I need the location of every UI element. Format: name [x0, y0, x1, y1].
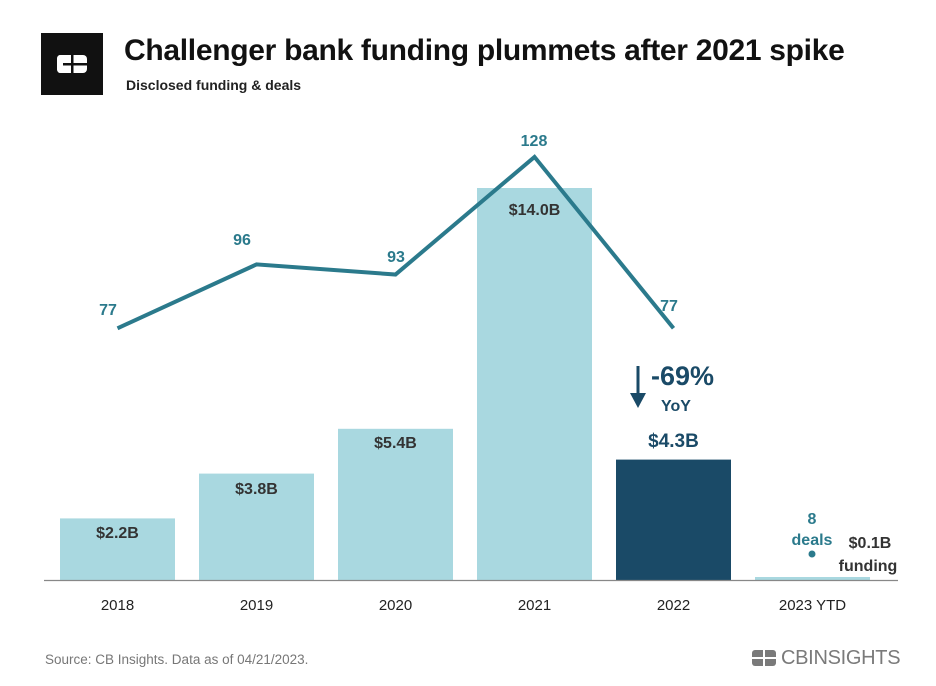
bar-2022	[616, 459, 731, 580]
deals-suffix-label: deals	[792, 532, 833, 549]
x-tick-label: 2018	[101, 597, 134, 614]
source-note: Source: CB Insights. Data as of 04/21/20…	[45, 652, 309, 667]
deal-count-label: 8	[808, 511, 817, 528]
chart-title: Challenger bank funding plummets after 2…	[124, 34, 845, 67]
cb-logo	[41, 33, 103, 95]
bar-2021	[477, 188, 592, 580]
deal-count-label: 77	[99, 302, 117, 319]
bar-value-label: $5.4B	[374, 435, 417, 452]
x-tick-label: 2019	[240, 597, 273, 614]
bar-value-label: $14.0B	[509, 202, 561, 219]
bar-2023-ytd	[755, 577, 870, 580]
bar-value-label: $3.8B	[235, 481, 278, 498]
chart-subtitle: Disclosed funding & deals	[126, 77, 302, 93]
brand-mark-icon	[752, 650, 776, 666]
deal-count-label: 77	[660, 298, 678, 315]
yoy-change-label: -69%	[651, 361, 714, 391]
deals-dot	[808, 550, 816, 558]
bar-value-label: $2.2B	[96, 525, 139, 542]
deal-count-label: 128	[521, 133, 548, 150]
x-tick-label: 2021	[518, 597, 551, 614]
bar-value-label: $0.1B	[849, 535, 892, 552]
brand-text: CBINSIGHTS	[781, 646, 901, 669]
funding-suffix-label: funding	[839, 558, 898, 575]
deals-line	[116, 154, 676, 331]
bar-value-label: $4.3B	[648, 431, 699, 452]
deal-count-label: 93	[387, 249, 405, 266]
yoy-label: YoY	[661, 398, 691, 415]
bar-2019	[199, 473, 314, 580]
cb-logo-icon	[57, 55, 87, 73]
brand-logo: CBINSIGHTS	[752, 645, 901, 671]
chart-svg: 2018 2019 2020 2021 2022 2023 YTD $2.2B $3.8B $5…	[44, 133, 898, 614]
x-tick-label: 2023 YTD	[779, 597, 846, 614]
yoy-arrow-down-icon	[630, 393, 646, 408]
x-tick-label: 2022	[657, 597, 690, 614]
bar-2018	[60, 518, 175, 580]
x-tick-label: 2020	[379, 597, 412, 614]
deal-count-label: 96	[233, 232, 251, 249]
bar-2020	[338, 428, 453, 580]
